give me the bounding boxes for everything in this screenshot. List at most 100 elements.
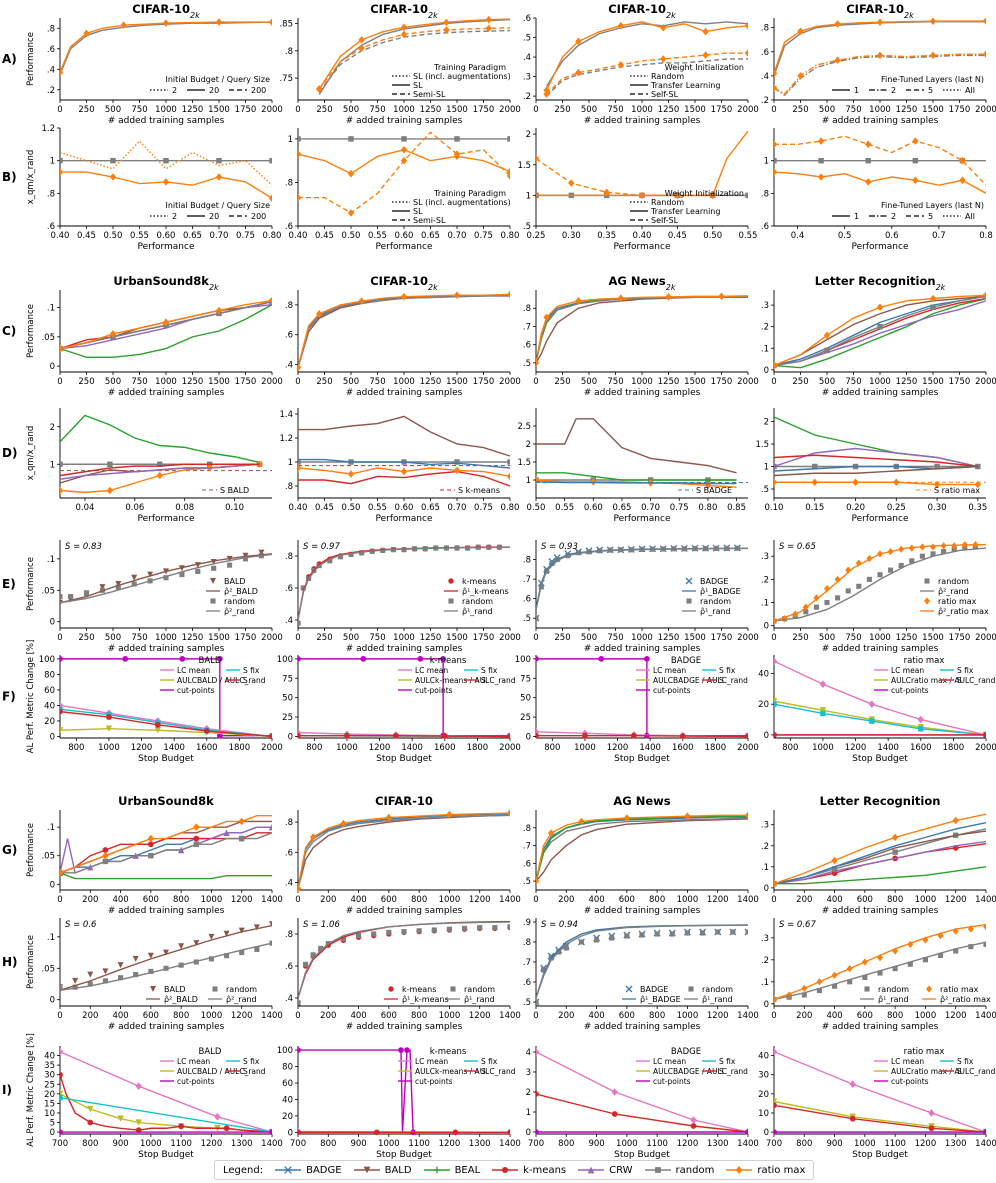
legend-label: random	[938, 577, 969, 586]
data-point-circle	[102, 847, 109, 853]
data-point-circle	[502, 1166, 509, 1174]
legend-label: S fix	[719, 1057, 736, 1066]
legend-label: S fix	[243, 666, 260, 675]
y-tick-label: .6	[285, 222, 293, 232]
y-tick-label: .8	[47, 24, 55, 34]
y-tick-label: 2	[526, 130, 531, 140]
x-tick-label: 1600	[196, 743, 218, 753]
series-line	[60, 553, 272, 604]
legend-label: cut-points	[653, 686, 691, 695]
y-tick-label: .3	[761, 934, 769, 944]
data-point-diamond	[298, 193, 302, 202]
y-tick-label: 10	[44, 1109, 55, 1119]
x-tick-label: 500	[105, 633, 121, 643]
legend-title: Training Paradigm	[433, 189, 506, 198]
data-point-diamond	[774, 478, 778, 487]
x-tick-label: 0.55	[555, 503, 574, 513]
x-tick-label: 800	[173, 895, 189, 905]
x-tick-label: 0	[295, 105, 300, 115]
y-tick-label: 1.5	[517, 161, 531, 171]
y-tick-label: 2	[50, 423, 55, 433]
annotation-text: S = 0.83	[65, 542, 102, 552]
y-tick-label: 60	[44, 686, 55, 696]
x-tick-label: 1500	[208, 377, 230, 387]
y-tick-label: 0	[288, 732, 293, 742]
data-point-circle	[360, 655, 367, 662]
y-tick-label: 2.5	[517, 422, 531, 432]
data-point-diamond	[400, 156, 408, 165]
x-tick-label: 0	[57, 377, 62, 387]
data-point-square	[578, 939, 584, 945]
data-point-square	[298, 1000, 301, 1006]
x-tick-label: 400	[826, 1011, 842, 1021]
x-tick-label: 400	[112, 895, 128, 905]
x-tick-label: 600	[619, 895, 635, 905]
y-tick-label: 0	[764, 1128, 769, 1138]
x-tick-label: 1000	[393, 377, 415, 387]
data-point-circle	[223, 1125, 230, 1132]
x-axis-label: # added training samples	[108, 116, 225, 126]
y-tick-label: 25	[282, 713, 293, 723]
legend-item-beal: BEAL	[423, 1165, 480, 1176]
series-line	[60, 553, 272, 604]
series-line	[774, 1051, 986, 1133]
data-point-square	[654, 931, 660, 937]
data-point-diamond	[83, 29, 90, 38]
data-point-diamond	[702, 51, 709, 59]
legend-title: k-means	[430, 1047, 467, 1057]
data-point-circle	[298, 732, 301, 739]
plot-area	[60, 1047, 272, 1136]
x-tick-label: 0.75	[236, 231, 255, 241]
x-tick-label: 1100	[884, 1139, 906, 1149]
x-axis-label: Performance	[613, 514, 670, 524]
x-tick-label: 0.55	[368, 231, 387, 241]
data-point-square	[68, 594, 74, 600]
annotation-text: S = 0.67	[779, 920, 816, 930]
legend-label: S ratio max	[934, 486, 980, 495]
x-tick-label: 500	[343, 633, 359, 643]
legend-label: LC mean	[891, 1057, 924, 1066]
x-tick-label: 0	[57, 633, 62, 643]
x-tick-label: 0.70	[448, 503, 467, 513]
y-tick-label: 100	[277, 1046, 293, 1056]
data-point-square	[163, 575, 169, 581]
y-tick-label: .4	[285, 616, 293, 626]
x-tick-label: 0.35	[597, 231, 616, 241]
legend-label: cut-points	[653, 1077, 691, 1086]
data-point-square	[446, 926, 452, 932]
x-tick-label: 900	[112, 1139, 128, 1149]
data-point-diamond	[617, 294, 624, 302]
plot-area	[298, 131, 510, 217]
data-point-triangle	[193, 940, 200, 947]
x-tick-label: 0	[533, 895, 538, 905]
data-point-square	[238, 835, 245, 842]
data-point-square	[211, 565, 217, 571]
data-point-diamond	[868, 700, 876, 708]
chart-panel: 700 800 900 1000 1100 1200 1300 140005101520253…	[26, 1033, 283, 1160]
series-line	[546, 52, 748, 95]
x-tick-label: 800	[649, 1011, 665, 1021]
x-tick-label: 0.70	[641, 503, 660, 513]
data-point-x	[685, 577, 693, 585]
series-line	[60, 872, 272, 880]
legend-title: Weight Initialization	[665, 63, 744, 72]
x-tick-label: 0	[771, 105, 776, 115]
data-point-diamond	[453, 466, 461, 475]
x-tick-label: 0.75	[474, 503, 493, 513]
y-tick-label: .2	[523, 92, 531, 102]
x-axis-label: # added training samples	[108, 1022, 225, 1032]
legend-label: ρ̂¹_rand	[462, 606, 493, 616]
data-point-diamond	[162, 178, 170, 186]
x-tick-label: 1300	[231, 1139, 253, 1149]
legend-label: SL	[413, 81, 423, 90]
y-tick-label: 80	[282, 1063, 293, 1073]
y-tick-label: .8	[523, 556, 531, 566]
data-point-square	[450, 986, 456, 992]
data-point-diamond	[982, 50, 986, 58]
y-tick-label: .85	[279, 19, 293, 29]
x-tick-label: 0.60	[395, 231, 414, 241]
x-tick-label: 1250	[896, 377, 918, 387]
data-point-diamond	[135, 1082, 142, 1090]
legend-label: S	[957, 676, 962, 685]
x-tick-label: 700	[766, 1139, 782, 1149]
